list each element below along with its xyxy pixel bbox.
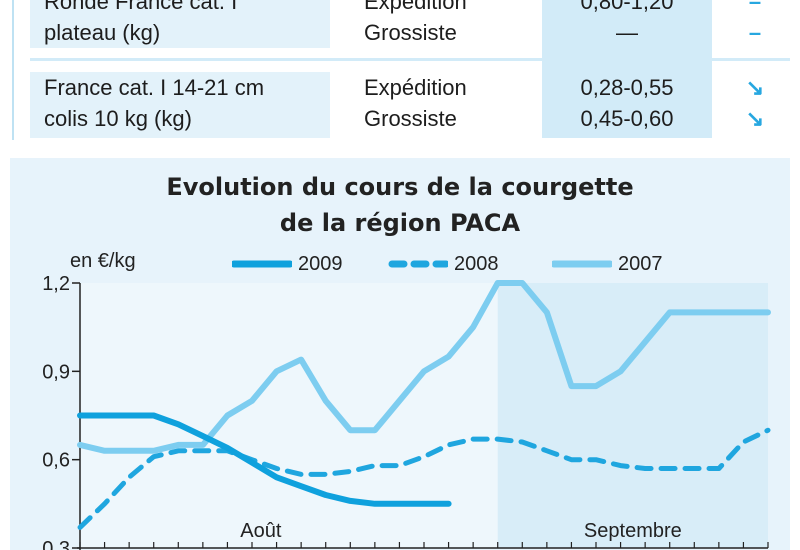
stage-line1: Expédition <box>364 0 467 14</box>
y-axis-unit-label: en €/kg <box>70 250 136 272</box>
stage-cell: Expédition Grossiste <box>348 0 566 48</box>
product-line1: France cat. I 14-21 cm <box>44 75 265 100</box>
legend-item-2008: 2008 <box>388 250 499 278</box>
period-band-2 <box>497 283 768 548</box>
legend-swatch-2008 <box>388 260 448 268</box>
price-line2: 0,45-0,60 <box>580 106 674 131</box>
stage-line2: Grossiste <box>364 20 457 45</box>
series-line-2009 <box>77 412 452 507</box>
legend-item-2009: 2009 <box>232 250 343 278</box>
product-cell: Ronde France cat. I plateau (kg) <box>30 0 330 48</box>
price-cell: 0,80-1,20 — <box>542 0 712 60</box>
table-left-border <box>12 0 14 140</box>
legend-label-2008: 2008 <box>454 252 499 275</box>
period-label-2: Septembre <box>584 520 682 542</box>
trend-icon-2: ↘ <box>745 106 765 131</box>
y-tick-label: 0,6 <box>42 450 70 472</box>
chart-title-line1: Evolution du cours de la courgette <box>166 173 634 201</box>
price-cell: 0,28-0,55 0,45-0,60 <box>542 58 712 138</box>
row-separator <box>30 58 790 61</box>
period-label-1: Août <box>240 520 282 542</box>
product-cell: France cat. I 14-21 cm colis 10 kg (kg) <box>30 72 330 138</box>
y-tick-label: 1,2 <box>42 273 70 295</box>
stage-line1: Expédition <box>364 75 467 100</box>
trend-icon-2: – <box>748 20 762 45</box>
trend-icon-1: ↘ <box>745 75 765 100</box>
y-tick-label: 0,3 <box>42 538 70 550</box>
product-line2: plateau (kg) <box>44 20 161 45</box>
price-line1: 0,80-1,20 <box>580 0 674 14</box>
chart-title-line2: de la région PACA <box>279 209 521 237</box>
y-tick-label: 0,9 <box>42 361 70 383</box>
stage-line2: Grossiste <box>364 106 457 131</box>
stage-cell: Expédition Grossiste <box>348 72 566 134</box>
legend-swatch-2009 <box>232 260 292 268</box>
series-line-2007 <box>77 280 771 454</box>
trend-icon-1: – <box>748 0 762 14</box>
legend-label-2009: 2009 <box>298 252 343 275</box>
trend-cell: – – <box>720 0 790 48</box>
price-line1: 0,28-0,55 <box>580 75 674 100</box>
price-line2: — <box>616 20 638 45</box>
trend-cell: ↘ ↘ <box>720 72 790 134</box>
product-line1: Ronde France cat. I <box>44 0 238 14</box>
series-line-2008 <box>77 427 771 530</box>
price-table: Ronde France cat. I plateau (kg) Expédit… <box>0 0 800 143</box>
legend-swatch-2007 <box>552 260 612 268</box>
legend-item-2007: 2007 <box>552 250 663 278</box>
legend-label-2007: 2007 <box>618 252 663 275</box>
product-line2: colis 10 kg (kg) <box>44 106 192 131</box>
